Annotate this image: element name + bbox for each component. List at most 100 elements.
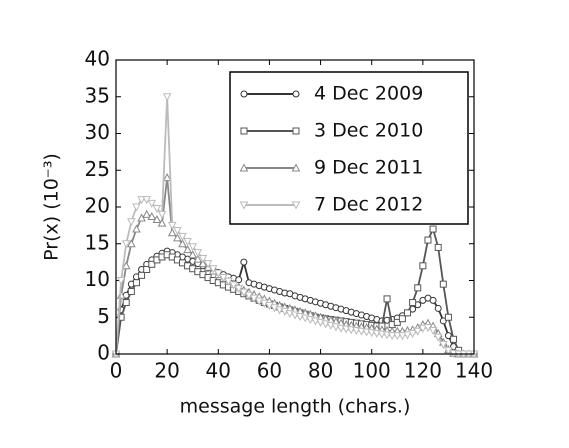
marker: [438, 340, 448, 349]
x-tick-label: 140: [455, 359, 493, 383]
marker: [157, 210, 167, 219]
marker: [387, 332, 397, 341]
marker: [143, 265, 151, 273]
marker: [173, 233, 182, 242]
y-tick-label: 35: [85, 83, 110, 107]
marker: [127, 218, 136, 227]
marker: [203, 260, 213, 269]
marker: [398, 332, 407, 341]
marker: [116, 277, 126, 286]
marker: [178, 239, 187, 248]
marker: [439, 317, 447, 325]
x-tick-label: 40: [206, 359, 231, 383]
marker: [444, 332, 452, 340]
marker: [167, 228, 177, 237]
marker: [188, 243, 198, 252]
legend-label: 7 Dec 2012: [314, 194, 423, 216]
legend-label: 4 Dec 2009: [314, 83, 423, 105]
y-tick-label: 25: [85, 157, 110, 181]
marker: [147, 199, 157, 208]
y-tick-label: 40: [85, 47, 110, 71]
legend-marker: [240, 90, 248, 98]
x-tick-label: 20: [154, 359, 179, 383]
plot-frame: [115, 59, 475, 355]
marker: [183, 245, 192, 254]
marker: [198, 259, 208, 268]
marker: [433, 333, 443, 342]
legend: 4 Dec 2009 3 Dec 2010 9 Dec 2011 7 Dec 2012: [229, 71, 469, 225]
marker: [240, 258, 248, 266]
legend-label: 9 Dec 2011: [314, 157, 423, 179]
marker: [173, 227, 182, 236]
marker: [398, 315, 406, 323]
marker: [444, 313, 452, 321]
marker: [132, 279, 140, 287]
legend-label: 3 Dec 2010: [314, 120, 423, 142]
marker: [183, 238, 192, 247]
marker: [178, 232, 187, 241]
y-tick-label: 10: [85, 267, 110, 291]
marker: [424, 236, 432, 244]
marker: [193, 254, 203, 263]
legend-marker: [291, 201, 301, 210]
legend-marker: [239, 163, 249, 172]
marker: [408, 329, 417, 338]
marker: [142, 209, 152, 218]
legend-marker: [292, 127, 300, 135]
marker: [147, 212, 157, 221]
y-axis-label: Pr(x) (10⁻³): [41, 153, 63, 261]
marker: [208, 265, 218, 274]
marker: [434, 304, 442, 312]
marker: [450, 335, 458, 343]
x-axis-label: message length (chars.): [180, 396, 411, 418]
marker: [132, 224, 141, 233]
y-tick-label: 5: [97, 304, 110, 328]
marker: [138, 271, 146, 279]
marker: [413, 327, 423, 336]
marker: [121, 261, 131, 270]
marker: [132, 203, 141, 212]
legend-marker: [291, 163, 301, 172]
marker: [127, 288, 135, 296]
marker: [404, 309, 412, 317]
marker: [157, 218, 167, 227]
series: [111, 93, 479, 359]
x-tick-label: 0: [110, 359, 123, 383]
y-tick-label: 30: [85, 120, 110, 144]
marker: [429, 296, 437, 304]
marker: [152, 204, 162, 214]
marker: [152, 214, 162, 223]
marker: [428, 326, 438, 336]
legend-marker: [239, 201, 249, 210]
marker: [193, 249, 203, 258]
marker: [167, 221, 177, 230]
series: [112, 225, 478, 358]
marker: [419, 262, 427, 270]
line: [115, 226, 474, 355]
marker: [121, 240, 131, 249]
marker: [439, 280, 447, 288]
marker: [418, 324, 428, 333]
x-tick-label: 120: [404, 359, 442, 383]
marker: [127, 239, 136, 248]
marker: [409, 299, 417, 307]
marker: [148, 260, 156, 268]
marker: [392, 332, 402, 341]
marker: [434, 243, 442, 251]
legend-marker: [240, 127, 248, 135]
x-tick-label: 100: [353, 359, 391, 383]
marker: [137, 196, 146, 205]
x-tick-label: 80: [308, 359, 333, 383]
marker: [162, 93, 172, 102]
marker: [383, 295, 391, 303]
y-tick-label: 20: [85, 194, 110, 218]
legend-box: [229, 71, 469, 225]
marker: [162, 173, 172, 182]
marker: [414, 284, 422, 292]
y-tick-label: 15: [85, 230, 110, 254]
marker: [198, 254, 208, 264]
marker: [393, 318, 401, 326]
marker: [403, 331, 412, 340]
y-tick-label: 0: [97, 341, 110, 365]
